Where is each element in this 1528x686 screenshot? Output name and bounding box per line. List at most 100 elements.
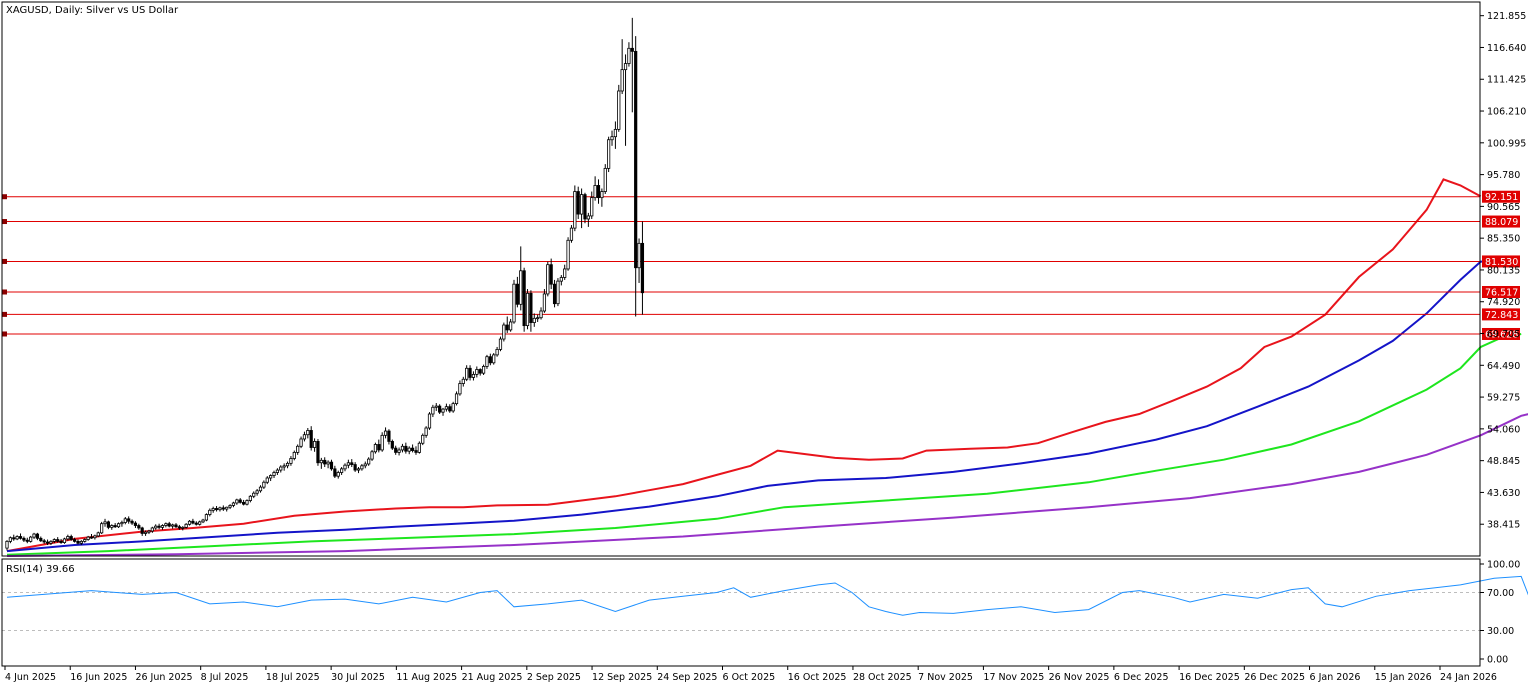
candle[interactable] — [59, 538, 63, 544]
candle[interactable] — [367, 457, 371, 466]
level-handle-icon[interactable] — [2, 289, 7, 295]
candle[interactable] — [346, 459, 350, 469]
candle[interactable] — [309, 426, 313, 451]
candle[interactable] — [417, 441, 421, 454]
candle[interactable] — [363, 461, 367, 469]
candle[interactable] — [387, 429, 391, 445]
candle[interactable] — [343, 463, 347, 472]
candle[interactable] — [394, 445, 398, 455]
candle[interactable] — [559, 275, 563, 286]
candle[interactable] — [400, 443, 405, 453]
candle[interactable] — [397, 447, 401, 456]
candle[interactable] — [83, 538, 87, 543]
candle[interactable] — [187, 520, 192, 526]
candle[interactable] — [191, 518, 195, 525]
candle[interactable] — [160, 524, 165, 530]
level-handle-icon[interactable] — [2, 311, 7, 317]
candle[interactable] — [498, 336, 503, 352]
candle[interactable] — [248, 495, 252, 503]
candle[interactable] — [414, 446, 418, 455]
candle[interactable] — [323, 457, 327, 468]
candle[interactable] — [154, 524, 158, 530]
candle[interactable] — [478, 368, 482, 376]
candle[interactable] — [475, 366, 479, 378]
candle[interactable] — [502, 322, 506, 342]
candle[interactable] — [576, 186, 580, 219]
candle[interactable] — [299, 436, 303, 449]
candle[interactable] — [441, 407, 445, 416]
candle[interactable] — [340, 467, 344, 475]
candle[interactable] — [93, 534, 97, 540]
candle[interactable] — [275, 468, 280, 475]
candle[interactable] — [130, 519, 134, 525]
candle[interactable] — [421, 433, 425, 446]
candle[interactable] — [529, 290, 533, 332]
candle[interactable] — [350, 459, 354, 468]
candle[interactable] — [279, 465, 283, 473]
level-handle-icon[interactable] — [2, 219, 7, 225]
candle[interactable] — [495, 346, 499, 357]
candle[interactable] — [515, 276, 519, 308]
candle[interactable] — [76, 539, 80, 545]
candle[interactable] — [258, 485, 263, 493]
candle[interactable] — [607, 136, 611, 173]
candle[interactable] — [49, 540, 53, 546]
candle[interactable] — [542, 289, 547, 313]
candle[interactable] — [269, 474, 273, 482]
candle[interactable] — [218, 506, 222, 512]
candle[interactable] — [458, 380, 462, 396]
candle[interactable] — [566, 237, 570, 271]
candle[interactable] — [471, 371, 476, 381]
level-handle-icon[interactable] — [2, 258, 7, 264]
candle[interactable] — [228, 504, 232, 510]
candle[interactable] — [272, 470, 276, 478]
candle[interactable] — [637, 238, 641, 283]
candle[interactable] — [127, 516, 131, 524]
candle[interactable] — [329, 459, 334, 471]
candle[interactable] — [356, 467, 361, 474]
candle[interactable] — [312, 438, 317, 452]
candle[interactable] — [25, 537, 29, 544]
candle[interactable] — [539, 307, 543, 320]
candle[interactable] — [319, 457, 323, 469]
candle[interactable] — [630, 17, 634, 113]
candle[interactable] — [204, 513, 209, 522]
candle[interactable] — [66, 534, 70, 541]
candle[interactable] — [225, 506, 229, 512]
candle[interactable] — [86, 535, 90, 541]
candle[interactable] — [519, 246, 523, 311]
candle[interactable] — [302, 431, 307, 442]
candle[interactable] — [133, 521, 138, 528]
candlesticks[interactable] — [5, 17, 645, 551]
candle[interactable] — [634, 36, 638, 317]
candle[interactable] — [410, 444, 415, 453]
candle[interactable] — [465, 365, 469, 382]
candle[interactable] — [171, 523, 175, 529]
candle[interactable] — [454, 391, 459, 406]
candle[interactable] — [245, 499, 249, 506]
candle[interactable] — [137, 523, 141, 530]
candle[interactable] — [69, 534, 73, 541]
candle[interactable] — [221, 505, 225, 511]
candle[interactable] — [620, 39, 624, 95]
candle[interactable] — [89, 534, 94, 539]
candle[interactable] — [157, 523, 161, 530]
candle[interactable] — [214, 506, 219, 512]
candle[interactable] — [252, 491, 256, 499]
candle[interactable] — [536, 314, 540, 322]
candle[interactable] — [289, 456, 293, 466]
candle[interactable] — [407, 446, 411, 455]
candle[interactable] — [255, 488, 259, 496]
candle[interactable] — [42, 538, 46, 544]
candle[interactable] — [147, 529, 151, 535]
candle[interactable] — [509, 318, 513, 332]
candle[interactable] — [201, 518, 205, 524]
candle[interactable] — [15, 535, 19, 541]
horizontal-levels[interactable]: 92.151 88.079 81.530 76.517 72.843 69.628 — [2, 190, 1520, 341]
candle[interactable] — [8, 536, 12, 544]
candle[interactable] — [333, 465, 337, 478]
candle[interactable] — [360, 463, 364, 471]
candle[interactable] — [552, 279, 557, 308]
candle[interactable] — [52, 538, 56, 544]
candle[interactable] — [282, 463, 286, 471]
